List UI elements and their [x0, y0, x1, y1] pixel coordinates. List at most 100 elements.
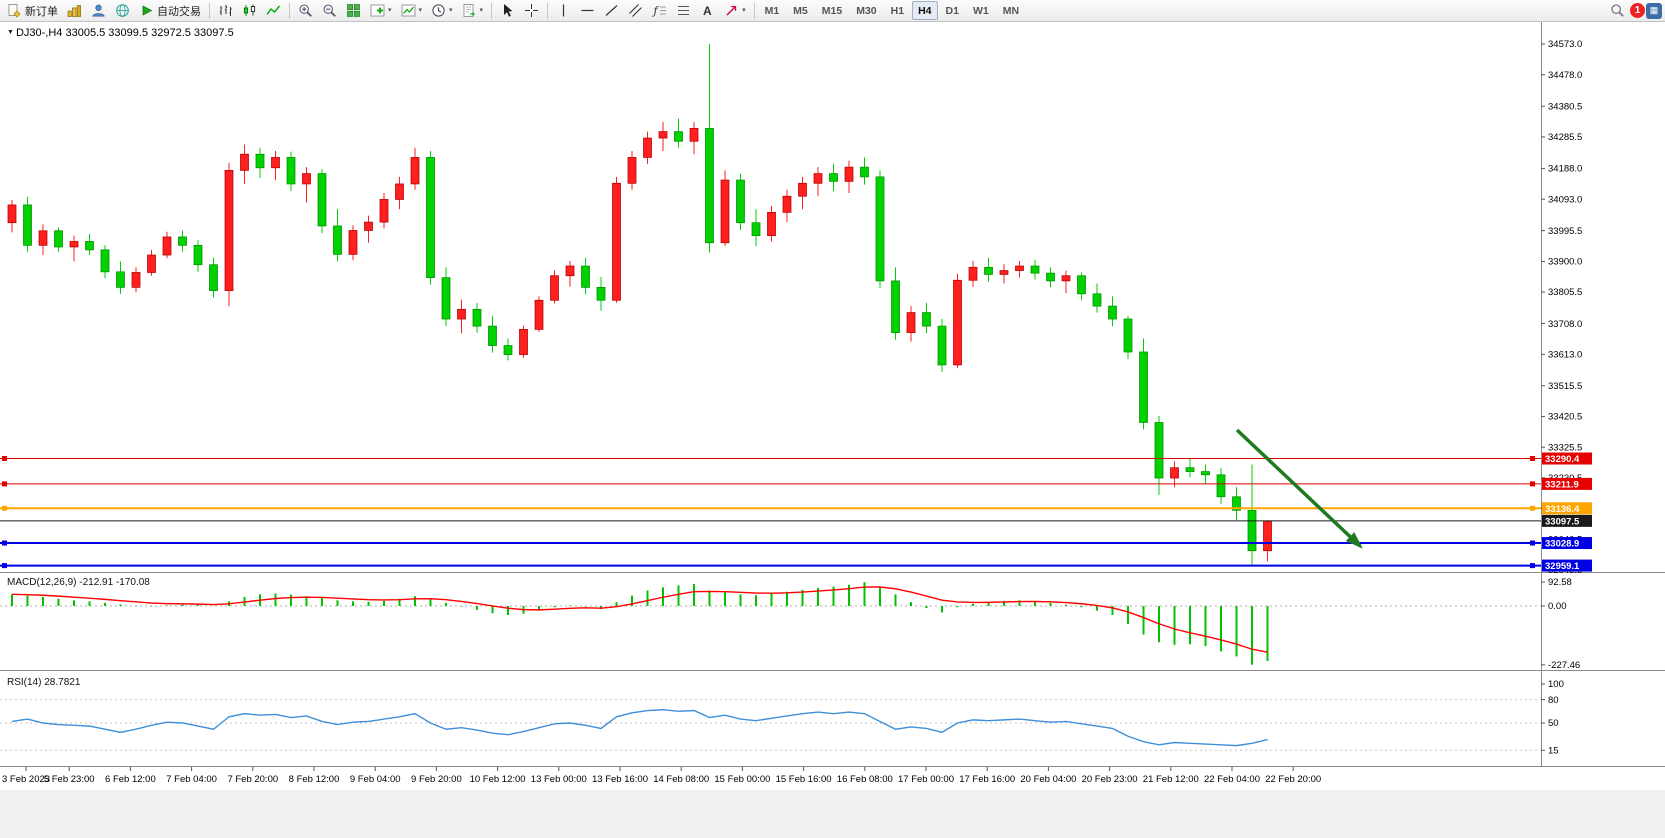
vertical-line-button[interactable]	[552, 1, 575, 20]
line-anchor-square	[2, 505, 7, 511]
macd-signal-value: -170.08	[115, 577, 150, 588]
line-anchor-square	[2, 540, 7, 546]
lines-set-button[interactable]	[672, 1, 695, 20]
fibonacci-icon: ƒ	[652, 3, 667, 18]
bar-chart-button[interactable]	[214, 1, 237, 20]
svg-text:33420.5: 33420.5	[1548, 412, 1582, 423]
candlestick-chart-button[interactable]	[238, 1, 261, 20]
horizontal-line-button[interactable]	[576, 1, 599, 20]
arrows-button[interactable]: ▾	[720, 1, 750, 20]
candles-layer	[7, 44, 1272, 566]
timeframe-button-m30[interactable]: M30	[850, 1, 882, 20]
svg-text:20 Feb 04:00: 20 Feb 04:00	[1020, 774, 1076, 785]
periods-button[interactable]: ▾	[427, 1, 457, 20]
search-button[interactable]	[1606, 1, 1629, 20]
svg-text:33028.9: 33028.9	[1545, 539, 1579, 550]
svg-text:34188.0: 34188.0	[1548, 164, 1582, 175]
vertical-line-icon	[556, 3, 571, 18]
svg-text:33211.9: 33211.9	[1545, 479, 1579, 490]
window-corner-icon[interactable]: ▦	[1646, 2, 1662, 19]
rsi-label: RSI(14)	[7, 677, 42, 688]
svg-text:33136.4: 33136.4	[1545, 504, 1580, 515]
svg-text:22 Feb 04:00: 22 Feb 04:00	[1204, 774, 1260, 785]
svg-text:33515.5: 33515.5	[1548, 381, 1582, 392]
chart-area[interactable]: 34573.0 34478.0 34380.5 34285.5 34188.0 34093…	[0, 22, 1665, 838]
template-icon	[462, 3, 477, 18]
macd-label: MACD(12,26,9)	[7, 577, 77, 588]
zoom-out-button[interactable]	[318, 1, 341, 20]
new-order-icon	[7, 3, 22, 18]
timeframe-button-m15[interactable]: M15	[816, 1, 848, 20]
text-button[interactable]: A	[696, 1, 719, 20]
timeframe-button-mn[interactable]: MN	[997, 1, 1025, 20]
rsi-line	[11, 709, 1268, 747]
svg-text:33097.5: 33097.5	[1545, 516, 1580, 527]
line-chart-button[interactable]	[262, 1, 285, 20]
trendline-icon	[604, 3, 619, 18]
lines-set-icon	[676, 3, 691, 18]
timeframe-button-h1[interactable]: H1	[885, 1, 910, 20]
rsi-value: 28.7821	[44, 677, 81, 688]
objects-icon	[401, 3, 416, 18]
new-order-button[interactable]: 新订单	[3, 1, 62, 20]
svg-text:15 Feb 00:00: 15 Feb 00:00	[714, 774, 770, 785]
timeframe-button-d1[interactable]: D1	[940, 1, 965, 20]
objects-button[interactable]: ▾	[397, 1, 427, 20]
tile-windows-button[interactable]	[342, 1, 365, 20]
toolbar-separator	[547, 2, 549, 19]
rsi-panel: 100 80 50 15	[0, 679, 1564, 757]
templates-button[interactable]: ▾	[458, 1, 488, 20]
timeframe-button-h4[interactable]: H4	[912, 1, 938, 20]
profiles-button[interactable]	[87, 1, 110, 20]
cursor-button[interactable]	[496, 1, 519, 20]
svg-text:5 Feb 23:00: 5 Feb 23:00	[44, 774, 95, 785]
toolbar: 新订单 自动交易	[0, 0, 1665, 22]
timeframe-button-m1[interactable]: M1	[759, 1, 786, 20]
channel-button[interactable]	[624, 1, 647, 20]
zoom-in-button[interactable]	[294, 1, 317, 20]
bar-chart-icon	[218, 3, 233, 18]
crosshair-button[interactable]	[520, 1, 543, 20]
svg-text:33805.5: 33805.5	[1548, 287, 1582, 298]
fibonacci-button[interactable]: ƒ	[648, 1, 671, 20]
line-price-badge	[1542, 477, 1592, 490]
candlestick-chart-icon	[242, 3, 257, 18]
charts-button[interactable]	[63, 1, 86, 20]
svg-text:6 Feb 12:00: 6 Feb 12:00	[105, 774, 156, 785]
community-button[interactable]	[111, 1, 134, 20]
svg-text:7 Feb 20:00: 7 Feb 20:00	[227, 774, 278, 785]
notification-badge[interactable]: 1	[1630, 3, 1645, 18]
toolbar-separator	[491, 2, 493, 19]
arrows-icon	[724, 3, 739, 18]
bottom-strip	[0, 790, 1665, 838]
horizontal-lines-layer[interactable]	[0, 456, 1541, 569]
line-anchor-square	[1530, 540, 1535, 546]
line-anchor-square	[1530, 481, 1535, 487]
svg-text:16 Feb 08:00: 16 Feb 08:00	[837, 774, 893, 785]
svg-text:20 Feb 23:00: 20 Feb 23:00	[1082, 774, 1138, 785]
trendline-button[interactable]	[600, 1, 623, 20]
rsi-header: RSI(14) 28.7821	[7, 677, 80, 688]
line-anchor-square	[1530, 456, 1535, 462]
svg-text:100: 100	[1548, 679, 1564, 690]
svg-text:34478.0: 34478.0	[1548, 70, 1582, 81]
macd-panel: 92.58 0.00 -227.46	[0, 577, 1580, 671]
timeframe-button-w1[interactable]: W1	[967, 1, 995, 20]
svg-text:34380.5: 34380.5	[1548, 101, 1582, 112]
timeframe-button-m5[interactable]: M5	[787, 1, 814, 20]
svg-text:A: A	[703, 4, 712, 18]
line-price-badge	[1542, 537, 1592, 550]
macd-header: MACD(12,26,9) -212.91 -170.08	[7, 577, 150, 588]
arrow-annotation[interactable]	[1235, 428, 1363, 549]
indicators-button[interactable]: ▾	[366, 1, 396, 20]
zoom-in-icon	[298, 3, 313, 18]
svg-text:33325.5: 33325.5	[1548, 442, 1582, 453]
auto-trading-button[interactable]: 自动交易	[135, 1, 205, 20]
gold-bars-icon	[67, 3, 82, 18]
chart-header: ▼ DJ30-,H4 33005.5 33099.5 32972.5 33097.…	[7, 27, 234, 39]
horizontal-line-icon	[580, 3, 595, 18]
line-price-badge	[1542, 559, 1592, 572]
